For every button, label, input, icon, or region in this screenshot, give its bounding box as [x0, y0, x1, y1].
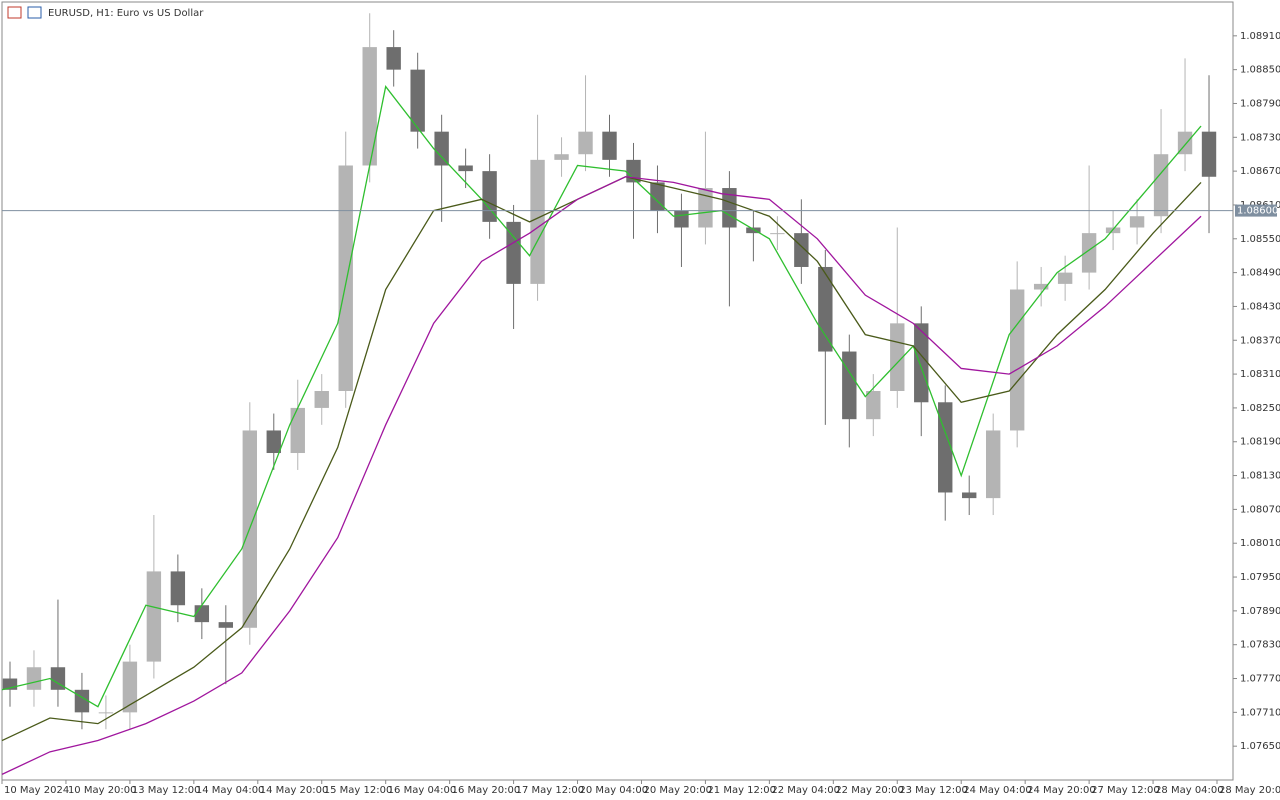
candle-body [818, 266, 833, 352]
candle-body [410, 69, 425, 132]
candle-body [290, 407, 305, 454]
x-tick-label: 20 May 04:00 [580, 785, 649, 796]
x-tick-label: 28 May 04:00 [1155, 785, 1224, 796]
candle-body [434, 131, 449, 166]
y-tick-label: 1.08730 [1240, 132, 1280, 143]
candle-body [458, 165, 473, 172]
candle-body [170, 571, 186, 606]
candle-body [650, 182, 665, 211]
candle-body [602, 131, 617, 160]
x-tick-label: 15 May 12:00 [324, 785, 393, 796]
candle-body [338, 165, 353, 391]
candle-body [578, 131, 593, 155]
y-tick-label: 1.08070 [1240, 504, 1280, 515]
candle-body [914, 323, 929, 403]
y-tick-label: 1.08370 [1240, 335, 1280, 346]
x-tick-label: 16 May 20:00 [452, 785, 521, 796]
candle-body [746, 227, 761, 234]
y-tick-label: 1.07890 [1240, 606, 1280, 617]
x-tick-label: 28 May 20:00 [1219, 785, 1280, 796]
moving-average [1, 176, 1202, 775]
candle-body [218, 622, 234, 628]
y-tick-label: 1.08550 [1240, 234, 1280, 245]
candle-body [1129, 216, 1145, 228]
x-tick-label: 10 May 20:00 [68, 785, 137, 796]
candle-body [386, 47, 401, 70]
candle-body [26, 667, 42, 690]
candle-body [314, 391, 329, 408]
candle-body [74, 689, 90, 713]
y-tick-label: 1.08130 [1240, 471, 1280, 482]
icon [7, 6, 22, 19]
moving-average [1, 85, 1202, 708]
candle-body [842, 351, 857, 420]
candle-body [266, 430, 281, 454]
x-tick-label: 24 May 04:00 [963, 785, 1032, 796]
y-tick-label: 1.08790 [1240, 98, 1280, 109]
candle-body [698, 188, 713, 228]
y-tick-label: 1.08910 [1240, 31, 1280, 42]
candle-body [530, 159, 545, 284]
x-tick-label: 16 May 04:00 [388, 785, 457, 796]
y-tick-label: 1.07950 [1240, 572, 1280, 583]
x-tick-label: 14 May 04:00 [196, 785, 265, 796]
candle-body [986, 430, 1001, 499]
current-price-box [1235, 204, 1277, 217]
x-tick-label: 21 May 12:00 [707, 785, 776, 796]
candle-body [2, 678, 18, 690]
candle-body [1057, 272, 1073, 284]
candle-body [890, 323, 905, 391]
candle-body [362, 47, 377, 166]
x-tick-label: 14 May 20:00 [260, 785, 329, 796]
candle-body [962, 492, 977, 499]
candle-body [1033, 283, 1049, 290]
y-tick-label: 1.07770 [1240, 674, 1280, 685]
y-tick-label: 1.08190 [1240, 437, 1280, 448]
x-tick-label: 23 May 12:00 [899, 785, 968, 796]
y-tick-label: 1.08010 [1240, 538, 1280, 549]
y-tick-label: 1.08490 [1240, 268, 1280, 279]
candle-body [506, 221, 521, 284]
y-tick-label: 1.08310 [1240, 369, 1280, 380]
candle-body [482, 171, 497, 222]
candle-body [194, 605, 210, 623]
x-tick-label: 10 May 2024 [4, 785, 69, 796]
candle-body [1201, 131, 1217, 177]
icon [27, 6, 42, 19]
x-tick-label: 24 May 20:00 [1027, 785, 1096, 796]
candle-body [554, 154, 569, 160]
candle-body [122, 661, 138, 713]
candle-body [866, 391, 881, 420]
candle-body [1153, 154, 1169, 217]
y-tick-label: 1.07710 [1240, 707, 1280, 718]
candle-body [50, 667, 66, 690]
x-tick-label: 17 May 12:00 [516, 785, 585, 796]
y-tick-label: 1.08430 [1240, 301, 1280, 312]
y-tick-label: 1.08670 [1240, 166, 1280, 177]
plot-frame [1, 1, 1234, 781]
candle-body [1081, 233, 1097, 273]
chart-title: EURUSD, H1: Euro vs US Dollar [48, 8, 204, 19]
x-tick-label: 22 May 04:00 [771, 785, 840, 796]
x-tick-label: 20 May 20:00 [643, 785, 712, 796]
y-tick-label: 1.08850 [1240, 65, 1280, 76]
y-tick-label: 1.08250 [1240, 403, 1280, 414]
y-tick-label: 1.07830 [1240, 640, 1280, 651]
x-tick-label: 27 May 12:00 [1091, 785, 1160, 796]
current-price-label: 1.08600 [1237, 206, 1278, 217]
candle-body [770, 233, 785, 235]
x-tick-label: 13 May 12:00 [132, 785, 201, 796]
candle-body [146, 571, 162, 662]
candle-body [938, 402, 953, 493]
y-tick-label: 1.07650 [1240, 741, 1280, 752]
x-tick-label: 22 May 20:00 [835, 785, 904, 796]
candle-body [674, 210, 689, 228]
candle-body [794, 233, 809, 267]
candle-body [1009, 289, 1025, 431]
candle-body [98, 712, 114, 714]
